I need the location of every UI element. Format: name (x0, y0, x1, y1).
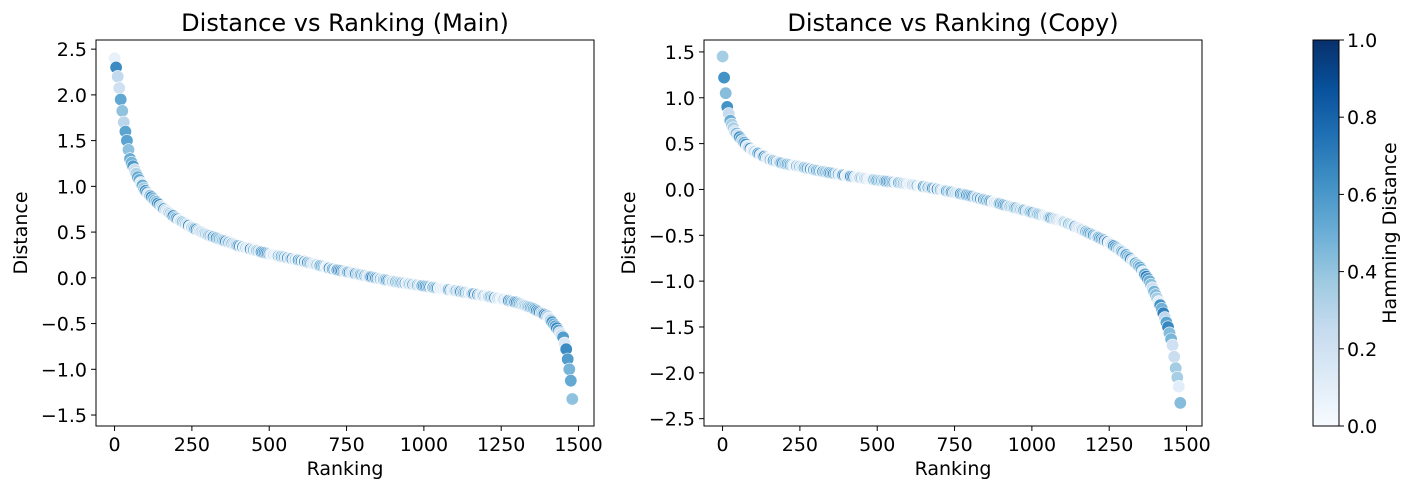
scatter-point (112, 81, 126, 95)
axes-frame (95, 39, 595, 427)
x-tick-label: 250 (174, 434, 210, 456)
colorbar-tick-label: 0.8 (1347, 107, 1377, 129)
y-tick-label: 1.5 (665, 42, 695, 64)
y-tick-label: 1.0 (665, 88, 695, 110)
x-tick-label: 250 (782, 434, 818, 456)
y-tick-label: −2.5 (649, 409, 695, 431)
colorbar-tick-label: 0.4 (1347, 262, 1377, 284)
x-axis-ticks: 0 250 500 750 1000 1250 1500 (717, 426, 1211, 456)
colorbar-label: Hamming Distance (1379, 142, 1401, 323)
x-tick-label: 500 (251, 434, 287, 456)
y-tick-label: −1.5 (41, 405, 87, 427)
scatter-points (716, 49, 1187, 410)
x-tick-label: 1000 (400, 434, 448, 456)
x-tick-label: 1000 (1008, 434, 1056, 456)
y-tick-label: 2.5 (57, 39, 87, 61)
scatter-point (719, 86, 733, 100)
x-tick-label: 1500 (1162, 434, 1210, 456)
scatter-point (562, 362, 576, 376)
colorbar-ticks: 0.0 0.2 0.4 0.6 0.8 1.0 (1339, 30, 1377, 438)
colorbar-frame (1312, 39, 1340, 427)
scatter-point (565, 392, 579, 406)
y-tick-label: −2.0 (649, 363, 695, 385)
colorbar-tick-label: 1.0 (1347, 30, 1377, 52)
x-axis-ticks: 0 250 500 750 1000 1250 1500 (109, 426, 603, 456)
y-tick-label: 1.0 (57, 176, 87, 198)
y-tick-label: 0.0 (57, 268, 87, 290)
colorbar-tick-label: 0.2 (1347, 339, 1377, 361)
scatter-point (1172, 380, 1186, 394)
scatter-point (115, 104, 129, 118)
colorbar-gradient (1313, 40, 1339, 426)
y-axis-ticks: −1.5 −1.0 −0.5 0.0 0.5 1.0 1.5 2.0 2.5 (41, 39, 96, 427)
y-axis-label: Distance (618, 191, 640, 274)
y-tick-label: −1.0 (41, 359, 87, 381)
y-tick-label: 2.0 (57, 85, 87, 107)
y-axis-label: Distance (10, 191, 32, 274)
scatter-point (1167, 350, 1181, 364)
x-tick-label: 0 (717, 434, 729, 456)
scatter-point (717, 71, 731, 85)
chart-title: Distance vs Ranking (Main) (181, 9, 509, 37)
x-tick-label: 1500 (554, 434, 602, 456)
scatter-point (716, 49, 730, 63)
y-tick-label: −0.5 (41, 314, 87, 336)
x-tick-label: 750 (936, 434, 972, 456)
x-tick-label: 500 (859, 434, 895, 456)
y-tick-label: 0.5 (665, 134, 695, 156)
chart-title: Distance vs Ranking (Copy) (787, 9, 1118, 37)
x-tick-label: 1250 (1085, 434, 1133, 456)
colorbar-tick-label: 0.6 (1347, 184, 1377, 206)
scatter-point (564, 374, 578, 388)
x-axis-label: Ranking (915, 458, 992, 480)
plot-main: Distance vs Ranking (Main) 0 250 500 750 100… (10, 9, 603, 480)
y-tick-label: 0.5 (57, 222, 87, 244)
y-tick-label: −1.0 (649, 271, 695, 293)
y-tick-label: 0.0 (665, 179, 695, 201)
colorbar: 0.0 0.2 0.4 0.6 0.8 1.0 Hamming Distance (1312, 30, 1401, 438)
x-tick-label: 0 (109, 434, 121, 456)
colorbar-tick-label: 0.0 (1347, 416, 1377, 438)
plot-copy: Distance vs Ranking (Copy) 0 250 500 750 100… (618, 9, 1211, 480)
scatter-point (1166, 338, 1180, 352)
scatter-points (108, 51, 579, 406)
scatter-point (114, 93, 128, 107)
y-tick-label: −0.5 (649, 225, 695, 247)
x-axis-label: Ranking (307, 458, 384, 480)
y-axis-ticks: −2.5 −2.0 −1.5 −1.0 −0.5 0.0 0.5 1.0 1.5 (649, 42, 704, 431)
x-tick-label: 1250 (477, 434, 525, 456)
scatter-point (111, 70, 125, 84)
axes-frame (703, 39, 1203, 427)
x-tick-label: 750 (328, 434, 364, 456)
y-tick-label: −1.5 (649, 317, 695, 339)
y-tick-label: 1.5 (57, 131, 87, 153)
scatter-point (1173, 396, 1187, 410)
